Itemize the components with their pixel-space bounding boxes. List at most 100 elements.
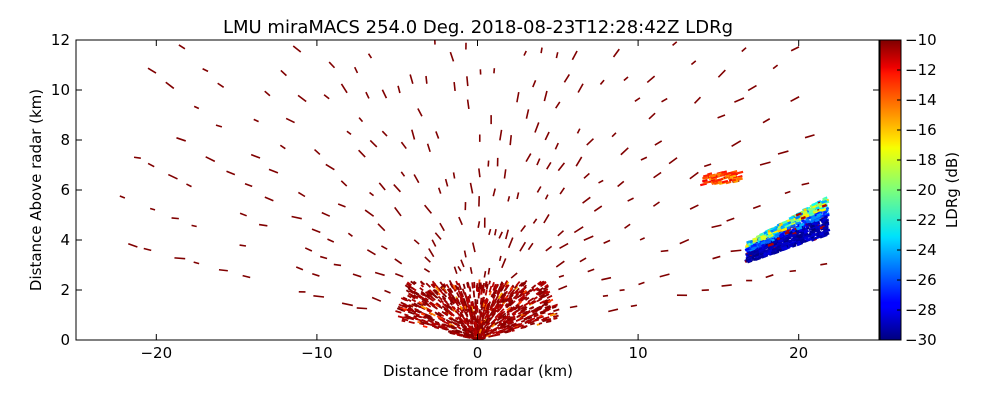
radar-return bbox=[496, 303, 501, 308]
radar-return bbox=[533, 296, 538, 301]
radar-return bbox=[494, 283, 499, 291]
radar-return bbox=[466, 281, 470, 286]
radar-return bbox=[401, 318, 409, 322]
radar-return bbox=[774, 232, 781, 237]
radar-return bbox=[436, 315, 444, 320]
radar-return bbox=[480, 324, 484, 329]
radar-return bbox=[463, 301, 468, 309]
radar-return bbox=[528, 305, 535, 310]
radar-return bbox=[518, 295, 525, 301]
radar-return bbox=[545, 320, 552, 324]
radar-return bbox=[772, 227, 778, 232]
radar-return bbox=[772, 231, 779, 236]
radar-return bbox=[437, 311, 442, 316]
radar-return bbox=[784, 241, 790, 246]
radar-return bbox=[404, 313, 409, 317]
radar-return bbox=[454, 316, 459, 321]
radar-return bbox=[457, 320, 464, 326]
radar-return bbox=[365, 91, 370, 99]
radar-return bbox=[462, 331, 470, 336]
radar-return bbox=[533, 314, 539, 318]
radar-return bbox=[431, 322, 438, 326]
radar-return bbox=[434, 286, 441, 293]
radar-return bbox=[519, 308, 526, 313]
radar-return bbox=[798, 222, 805, 227]
radar-return bbox=[482, 288, 486, 294]
radar-return bbox=[452, 284, 457, 290]
radar-return bbox=[503, 326, 510, 331]
radar-return bbox=[285, 117, 295, 124]
radar-return bbox=[471, 301, 475, 308]
radar-return bbox=[777, 229, 782, 233]
radar-return bbox=[503, 286, 508, 292]
radar-return bbox=[821, 220, 826, 224]
radar-return bbox=[507, 288, 513, 295]
radar-return bbox=[416, 294, 422, 299]
radar-return bbox=[543, 214, 550, 224]
radar-return bbox=[500, 298, 505, 304]
radar-return bbox=[544, 194, 549, 200]
radar-return bbox=[553, 317, 558, 320]
radar-return bbox=[428, 317, 435, 322]
radar-return bbox=[193, 105, 200, 110]
radar-return bbox=[652, 201, 660, 207]
radar-return bbox=[520, 281, 525, 287]
radar-return bbox=[490, 307, 494, 312]
radar-return bbox=[451, 317, 457, 323]
radar-return bbox=[519, 306, 525, 310]
radar-return bbox=[465, 311, 469, 317]
radar-return bbox=[807, 207, 814, 212]
radar-return bbox=[784, 230, 790, 235]
radar-return bbox=[583, 172, 590, 179]
radar-return bbox=[486, 324, 493, 330]
radar-return bbox=[753, 253, 760, 258]
radar-return bbox=[471, 282, 474, 289]
radar-return bbox=[459, 305, 464, 311]
radar-return bbox=[803, 232, 809, 237]
colorbar-tick-label: −20 bbox=[905, 181, 937, 199]
radar-return bbox=[497, 288, 502, 293]
radar-return bbox=[537, 315, 544, 320]
radar-return bbox=[513, 323, 521, 327]
radar-return bbox=[747, 259, 752, 263]
radar-return bbox=[498, 255, 502, 262]
radar-return bbox=[460, 290, 464, 298]
radar-return bbox=[760, 240, 766, 245]
radar-return bbox=[755, 251, 760, 255]
radar-return bbox=[397, 85, 401, 94]
radar-return bbox=[484, 317, 489, 324]
radar-return bbox=[215, 124, 223, 128]
radar-return bbox=[460, 324, 465, 328]
radar-return bbox=[796, 242, 802, 247]
radar-return bbox=[823, 232, 830, 237]
radar-return bbox=[516, 192, 520, 200]
radar-return bbox=[496, 330, 502, 334]
radar-return bbox=[759, 161, 771, 166]
radar-return bbox=[809, 219, 815, 223]
radar-return bbox=[466, 296, 470, 303]
radar-return bbox=[781, 220, 788, 225]
radar-return bbox=[449, 332, 456, 335]
radar-return bbox=[465, 299, 470, 306]
radar-return bbox=[804, 214, 810, 219]
radar-return bbox=[510, 316, 516, 320]
radar-return bbox=[558, 274, 565, 278]
radar-return bbox=[812, 215, 819, 220]
radar-return bbox=[693, 96, 702, 104]
radar-return bbox=[788, 215, 795, 220]
radar-return bbox=[419, 322, 425, 326]
radar-return bbox=[504, 229, 510, 240]
radar-return bbox=[486, 315, 490, 319]
radar-return bbox=[811, 222, 816, 226]
radar-return bbox=[630, 304, 638, 308]
radar-return bbox=[444, 300, 450, 306]
radar-return bbox=[455, 285, 459, 290]
radar-return bbox=[736, 170, 744, 175]
radar-return bbox=[784, 190, 791, 195]
radar-return bbox=[484, 332, 490, 337]
radar-return bbox=[732, 179, 739, 184]
radar-return bbox=[546, 294, 553, 299]
radar-return bbox=[821, 199, 828, 204]
radar-return bbox=[340, 83, 348, 94]
radar-return bbox=[509, 288, 516, 296]
